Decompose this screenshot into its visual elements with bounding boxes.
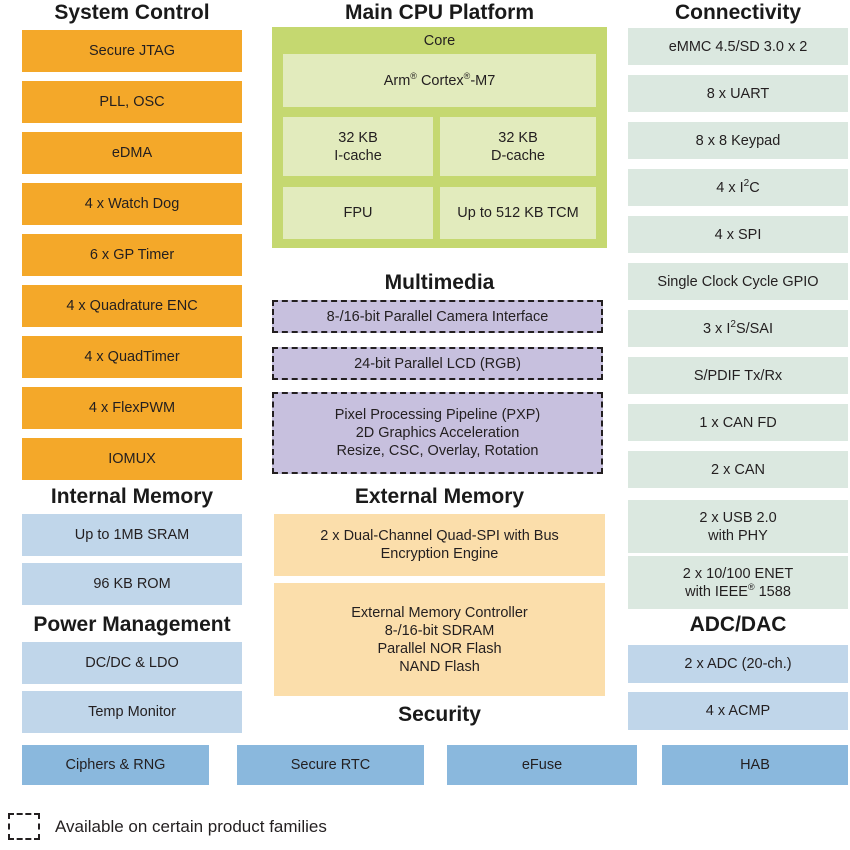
- block-iomux[interactable]: IOMUX: [22, 438, 242, 480]
- block-ciphers-rng[interactable]: Ciphers & RNG: [22, 745, 209, 785]
- block-watch-dog[interactable]: 4 x Watch Dog: [22, 183, 242, 225]
- i2s-sai-label: 3 x I2S/SAI: [702, 318, 774, 337]
- block-hab[interactable]: HAB: [662, 745, 848, 785]
- block-quadrature-enc[interactable]: 4 x Quadrature ENC: [22, 285, 242, 327]
- section-title-system-control: System Control: [54, 1, 210, 24]
- block-flexpwm[interactable]: 4 x FlexPWM: [22, 387, 242, 429]
- block-uart[interactable]: 8 x UART: [628, 75, 848, 112]
- block-pll-osc[interactable]: PLL, OSC: [22, 81, 242, 123]
- i2c-label: 4 x I2C: [716, 177, 760, 196]
- block-rom[interactable]: 96 KB ROM: [22, 563, 242, 605]
- section-title-main-cpu-platform: Main CPU Platform: [344, 1, 535, 24]
- block-quad-spi[interactable]: 2 x Dual-Channel Quad-SPI with Bus Encry…: [274, 514, 605, 576]
- block-edma[interactable]: eDMA: [22, 132, 242, 174]
- section-title-adc-dac: ADC/DAC: [689, 613, 787, 636]
- block-i2s-sai[interactable]: 3 x I2S/SAI: [628, 310, 848, 347]
- block-gpio[interactable]: Single Clock Cycle GPIO: [628, 263, 848, 300]
- block-efuse[interactable]: eFuse: [447, 745, 637, 785]
- block-d-cache[interactable]: 32 KB D-cache: [440, 117, 596, 176]
- block-i-cache[interactable]: 32 KB I-cache: [283, 117, 433, 176]
- block-tcm[interactable]: Up to 512 KB TCM: [440, 187, 596, 239]
- block-gp-timer[interactable]: 6 x GP Timer: [22, 234, 242, 276]
- block-pixel-processing-pipeline[interactable]: Pixel Processing Pipeline (PXP) 2D Graph…: [272, 392, 603, 474]
- block-external-memory-controller[interactable]: External Memory Controller 8-/16-bit SDR…: [274, 583, 605, 696]
- section-title-multimedia: Multimedia: [384, 271, 495, 294]
- block-secure-jtag[interactable]: Secure JTAG: [22, 30, 242, 72]
- block-spi[interactable]: 4 x SPI: [628, 216, 848, 253]
- block-sram[interactable]: Up to 1MB SRAM: [22, 514, 242, 556]
- block-adc[interactable]: 2 x ADC (20-ch.): [628, 645, 848, 683]
- block-arm-cortex-m7[interactable]: Arm® Cortex®-M7: [283, 54, 596, 107]
- block-enet[interactable]: 2 x 10/100 ENET with IEEE® 1588: [628, 556, 848, 609]
- block-temp-monitor[interactable]: Temp Monitor: [22, 691, 242, 733]
- section-title-external-memory: External Memory: [354, 485, 525, 508]
- block-fpu[interactable]: FPU: [283, 187, 433, 239]
- block-quadtimer[interactable]: 4 x QuadTimer: [22, 336, 242, 378]
- arm-cortex-m7-label: Arm® Cortex®-M7: [383, 70, 496, 89]
- enet-label: 2 x 10/100 ENET with IEEE® 1588: [682, 565, 794, 600]
- block-secure-rtc[interactable]: Secure RTC: [237, 745, 424, 785]
- section-title-internal-memory: Internal Memory: [50, 485, 214, 508]
- section-title-security: Security: [398, 703, 481, 726]
- cpu-core-label: Core: [423, 33, 456, 49]
- section-title-connectivity: Connectivity: [674, 1, 802, 24]
- block-can[interactable]: 2 x CAN: [628, 451, 848, 488]
- block-parallel-lcd[interactable]: 24-bit Parallel LCD (RGB): [272, 347, 603, 380]
- block-spdif[interactable]: S/PDIF Tx/Rx: [628, 357, 848, 394]
- legend-dashed-square-icon: [8, 813, 40, 840]
- block-usb[interactable]: 2 x USB 2.0 with PHY: [628, 500, 848, 553]
- block-i2c[interactable]: 4 x I2C: [628, 169, 848, 206]
- block-acmp[interactable]: 4 x ACMP: [628, 692, 848, 730]
- block-emmc-sd[interactable]: eMMC 4.5/SD 3.0 x 2: [628, 28, 848, 65]
- section-title-power-management: Power Management: [33, 613, 231, 636]
- legend-label: Available on certain product families: [55, 817, 327, 836]
- block-parallel-camera-interface[interactable]: 8-/16-bit Parallel Camera Interface: [272, 300, 603, 333]
- block-dcdc-ldo[interactable]: DC/DC & LDO: [22, 642, 242, 684]
- block-keypad[interactable]: 8 x 8 Keypad: [628, 122, 848, 159]
- block-can-fd[interactable]: 1 x CAN FD: [628, 404, 848, 441]
